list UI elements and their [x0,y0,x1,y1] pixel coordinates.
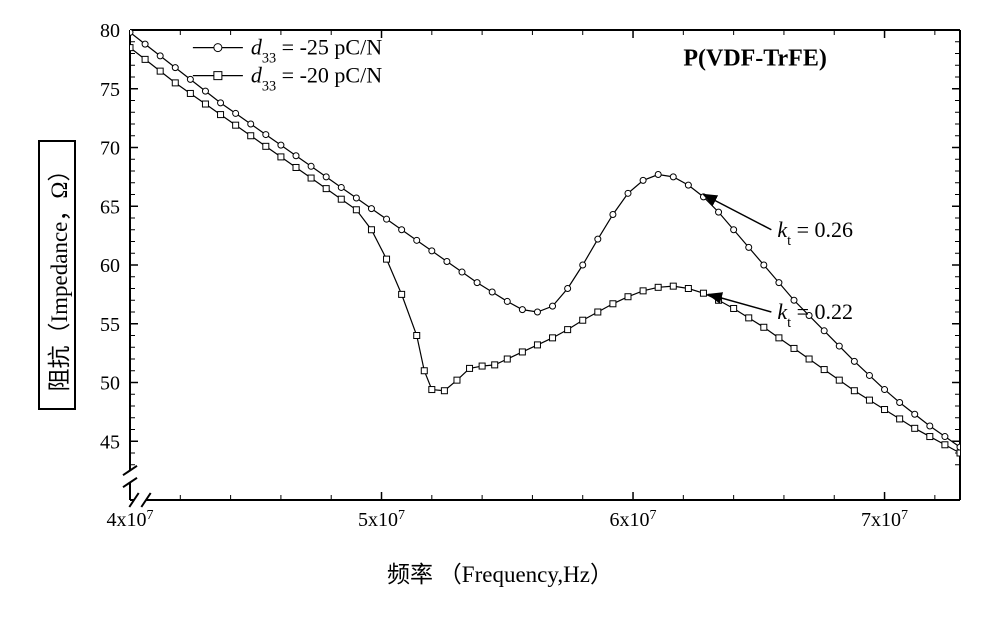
svg-text:kt = 0.22: kt = 0.22 [777,299,853,331]
svg-text:4x107: 4x107 [107,508,154,532]
svg-text:70: 70 [100,138,120,160]
svg-text:60: 60 [100,255,120,277]
svg-text:P(VDF-TrFE): P(VDF-TrFE) [683,45,827,71]
y-axis-label: 阻抗（Impedance，Ω） [40,159,74,392]
svg-text:80: 80 [100,20,120,42]
svg-text:50: 50 [100,373,120,395]
y-axis-label-box: 阻抗（Impedance，Ω） [38,140,76,410]
svg-text:d33 = -20 pC/N: d33 = -20 pC/N [251,63,382,95]
svg-text:55: 55 [100,314,120,336]
svg-text:45: 45 [100,431,120,453]
chart-container: 阻抗（Impedance，Ω） 4x107 5x107 6x107 7x107 45 50… [0,0,1000,619]
x-axis-label: 频率 （Frequency,Hz） [387,555,613,589]
svg-text:kt = 0.26: kt = 0.26 [777,217,853,249]
svg-text:7x107: 7x107 [861,508,908,532]
plot-svg: 4x107 5x107 6x107 7x107 45 50 55 60 65 70 75 80 d33 … [0,0,1000,619]
svg-text:75: 75 [100,79,120,101]
svg-text:5x107: 5x107 [358,508,405,532]
svg-text:65: 65 [100,196,120,218]
svg-text:6x107: 6x107 [610,508,657,532]
